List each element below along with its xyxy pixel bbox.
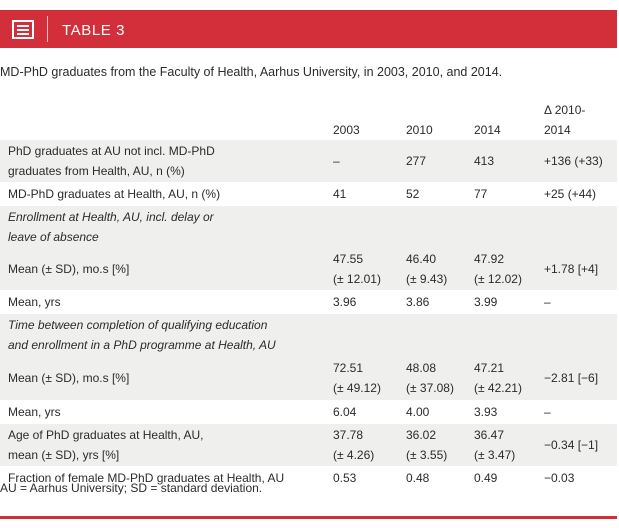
cell-2003: 37.78 (± 4.26)	[333, 428, 375, 462]
cell-2010: 52	[406, 187, 420, 201]
row-label: Fraction of female MD-PhD graduates at H…	[8, 471, 285, 485]
banner-divider	[47, 16, 48, 42]
cell-2010: 48.08 (± 37.08)	[406, 361, 454, 395]
cell-delta: –	[544, 295, 551, 309]
header-delta-line1: Δ 2010-	[544, 103, 586, 117]
cell-delta: −2.81 [−6]	[544, 371, 599, 385]
row-label: MD-PhD graduates at Health, AU, n (%)	[8, 187, 221, 201]
table-row: Mean, yrs 6.04 4.00 3.93 –	[0, 400, 617, 424]
table-section-row: Time between completion of qualifying ed…	[0, 314, 617, 356]
document-icon	[12, 20, 34, 39]
cell-delta: –	[544, 405, 551, 419]
table-row: Fraction of female MD-PhD graduates at H…	[0, 466, 617, 490]
cell-2003: 47.55 (± 12.01)	[333, 252, 381, 286]
section-label: Time between completion of qualifying ed…	[8, 318, 276, 352]
cell-delta: −0.03	[544, 471, 575, 485]
header-row: 2003 2010 2014 Δ 2010- 2014	[0, 96, 617, 140]
table-banner: TABLE 3	[0, 10, 617, 48]
cell-2014: 3.93	[474, 405, 498, 419]
row-label: PhD graduates at AU not incl. MD-PhD grad…	[8, 144, 215, 178]
section-label: Enrollment at Health, AU, incl. delay or…	[8, 210, 214, 244]
table-caption: MD-PhD graduates from the Faculty of Hea…	[0, 65, 503, 79]
cell-2014: 47.92 (± 12.02)	[474, 252, 522, 286]
cell-2010: 277	[406, 154, 427, 168]
table-row: MD-PhD graduates at Health, AU, n (%) 41…	[0, 182, 617, 206]
row-label: Age of PhD graduates at Health, AU, mean …	[8, 428, 204, 462]
cell-2003: 72.51 (± 49.12)	[333, 361, 381, 395]
table-section-row: Enrollment at Health, AU, incl. delay or…	[0, 206, 617, 248]
cell-2010: 3.86	[406, 295, 430, 309]
table-row: PhD graduates at AU not incl. MD-PhD grad…	[0, 140, 617, 182]
table-row: Age of PhD graduates at Health, AU, mean …	[0, 424, 617, 466]
table-footnote: AU = Aarhus University; SD = standard de…	[0, 481, 263, 495]
row-label: Mean (± SD), mo.s [%]	[8, 262, 130, 276]
cell-2003: 3.96	[333, 295, 357, 309]
cell-2014: 77	[474, 187, 488, 201]
table-row: Mean, yrs 3.96 3.86 3.99 –	[0, 290, 617, 314]
cell-2003: 41	[333, 187, 347, 201]
cell-delta: −0.34 [−1]	[544, 438, 599, 452]
header-delta: Δ 2010- 2014	[544, 96, 617, 140]
cell-delta: +136 (+33)	[544, 154, 603, 168]
cell-2003: 0.53	[333, 471, 357, 485]
table-row: Mean (± SD), mo.s [%] 72.51 (± 49.12) 48.…	[0, 356, 617, 400]
cell-2014: 47.21 (± 42.21)	[474, 361, 522, 395]
cell-delta: +1.78 [+4]	[544, 262, 599, 276]
cell-2010: 36.02 (± 3.55)	[406, 428, 448, 462]
table-row: Mean (± SD), mo.s [%] 47.55 (± 12.01) 46.…	[0, 248, 617, 290]
cell-2010: 0.48	[406, 471, 430, 485]
data-table: 2003 2010 2014 Δ 2010- 2014 PhD graduates…	[0, 96, 617, 490]
cell-2014: 3.99	[474, 295, 498, 309]
header-blank	[0, 96, 333, 140]
cell-2014: 413	[474, 154, 495, 168]
table-title: TABLE 3	[62, 22, 126, 39]
cell-2010: 4.00	[406, 405, 430, 419]
header-2010: 2010	[406, 123, 433, 137]
cell-2014: 36.47 (± 3.47)	[474, 428, 516, 462]
header-delta-line2: 2014	[544, 123, 571, 137]
row-label: Mean, yrs	[8, 405, 61, 419]
cell-delta: +25 (+44)	[544, 187, 597, 201]
bottom-rule	[0, 516, 617, 519]
row-label: Mean, yrs	[8, 295, 61, 309]
cell-2003: 6.04	[333, 405, 357, 419]
cell-2003: –	[333, 154, 340, 168]
cell-2014: 0.49	[474, 471, 498, 485]
cell-2010: 46.40 (± 9.43)	[406, 252, 448, 286]
header-2014: 2014	[474, 123, 501, 137]
header-2003: 2003	[333, 123, 360, 137]
row-label: Mean (± SD), mo.s [%]	[8, 371, 130, 385]
